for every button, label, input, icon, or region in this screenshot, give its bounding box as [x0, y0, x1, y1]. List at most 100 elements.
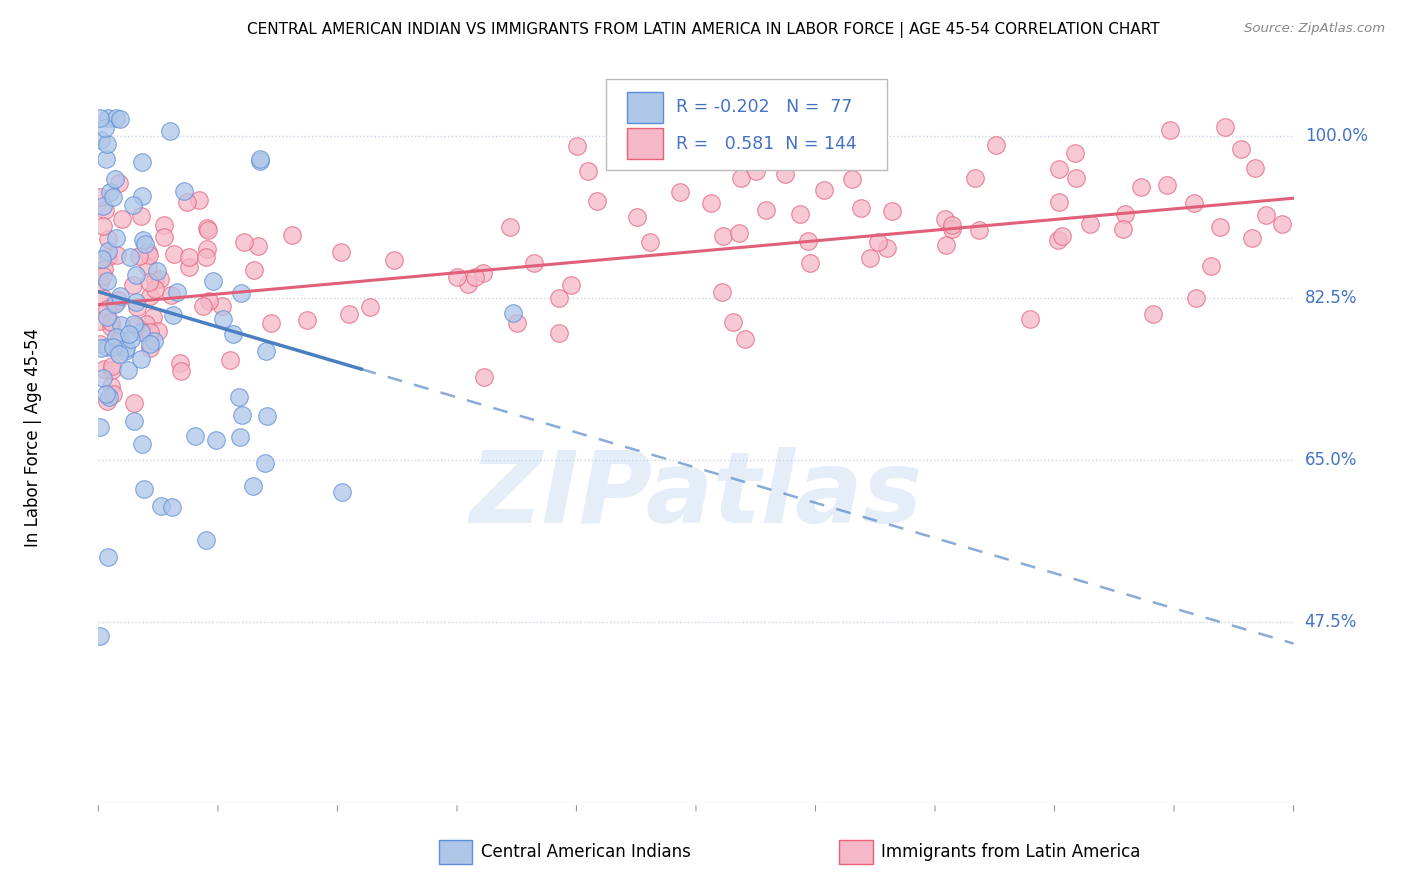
Point: [89, 336, 111, 351]
Point: [96, 302, 118, 317]
Point: [143, 273, 166, 287]
Point: [249, 154, 271, 169]
Point: [110, 288, 132, 302]
Point: [139, 289, 162, 303]
FancyBboxPatch shape: [627, 128, 662, 159]
Point: [254, 343, 277, 358]
Text: 47.5%: 47.5%: [1305, 614, 1357, 632]
Point: [242, 479, 264, 493]
Point: [565, 139, 588, 153]
Point: [107, 333, 129, 347]
Point: [177, 250, 200, 264]
Point: [548, 326, 571, 340]
Point: [211, 299, 233, 313]
Point: [143, 282, 166, 296]
Point: [281, 227, 304, 242]
Point: [89, 111, 111, 125]
Point: [1159, 123, 1181, 137]
Point: [141, 310, 163, 324]
Point: [734, 332, 756, 346]
Point: [149, 271, 172, 285]
Point: [138, 325, 160, 339]
Point: [118, 327, 141, 342]
FancyBboxPatch shape: [627, 92, 662, 122]
Point: [136, 260, 159, 275]
Point: [1078, 218, 1101, 232]
Point: [246, 239, 269, 253]
Point: [880, 203, 903, 218]
Point: [183, 429, 205, 443]
Point: [146, 263, 169, 277]
Point: [131, 189, 153, 203]
Point: [176, 194, 198, 209]
Point: [1047, 161, 1070, 176]
Point: [138, 275, 160, 289]
Point: [91, 291, 114, 305]
Point: [107, 293, 129, 307]
Text: ZIPatlas: ZIPatlas: [470, 447, 922, 544]
Point: [138, 248, 160, 262]
Point: [97, 549, 120, 564]
Point: [96, 340, 118, 354]
Point: [136, 245, 159, 260]
Point: [153, 230, 176, 244]
Point: [755, 202, 778, 217]
Point: [187, 194, 209, 208]
Point: [446, 270, 468, 285]
Point: [96, 310, 118, 325]
Point: [124, 396, 146, 410]
Point: [97, 244, 120, 258]
Point: [231, 408, 253, 422]
Point: [89, 314, 111, 328]
Point: [166, 285, 188, 300]
Point: [101, 189, 124, 203]
Point: [295, 313, 318, 327]
Point: [1244, 161, 1267, 175]
Point: [94, 152, 117, 166]
Point: [132, 482, 155, 496]
Point: [799, 256, 821, 270]
Point: [89, 629, 111, 643]
Point: [120, 332, 142, 346]
Point: [89, 190, 111, 204]
Point: [506, 316, 529, 330]
Point: [122, 317, 145, 331]
Point: [97, 250, 120, 264]
Point: [96, 137, 118, 152]
Point: [638, 235, 661, 249]
Point: [1112, 222, 1135, 236]
Point: [547, 292, 569, 306]
Point: [101, 340, 124, 354]
Point: [170, 364, 193, 378]
Point: [1185, 291, 1208, 305]
Point: [169, 356, 191, 370]
Point: [849, 201, 872, 215]
Point: [859, 252, 882, 266]
Point: [110, 332, 132, 346]
Point: [1047, 233, 1070, 247]
Point: [101, 297, 124, 311]
Point: [1201, 260, 1223, 274]
Point: [177, 260, 200, 274]
Point: [121, 278, 143, 293]
Point: [1130, 179, 1153, 194]
Point: [965, 171, 987, 186]
Point: [131, 155, 153, 169]
Point: [967, 223, 990, 237]
Point: [457, 277, 479, 291]
Point: [626, 211, 648, 225]
Point: [105, 247, 128, 261]
Point: [1182, 195, 1205, 210]
Point: [93, 262, 115, 277]
Point: [191, 299, 214, 313]
Point: [150, 499, 173, 513]
Point: [93, 362, 115, 376]
Text: Source: ZipAtlas.com: Source: ZipAtlas.com: [1244, 22, 1385, 36]
Point: [159, 288, 181, 302]
Point: [132, 233, 155, 247]
Point: [228, 390, 250, 404]
Text: CENTRAL AMERICAN INDIAN VS IMMIGRANTS FROM LATIN AMERICA IN LABOR FORCE | AGE 45: CENTRAL AMERICAN INDIAN VS IMMIGRANTS FR…: [246, 22, 1160, 38]
Point: [100, 315, 122, 329]
Point: [813, 183, 835, 197]
Point: [745, 164, 768, 178]
